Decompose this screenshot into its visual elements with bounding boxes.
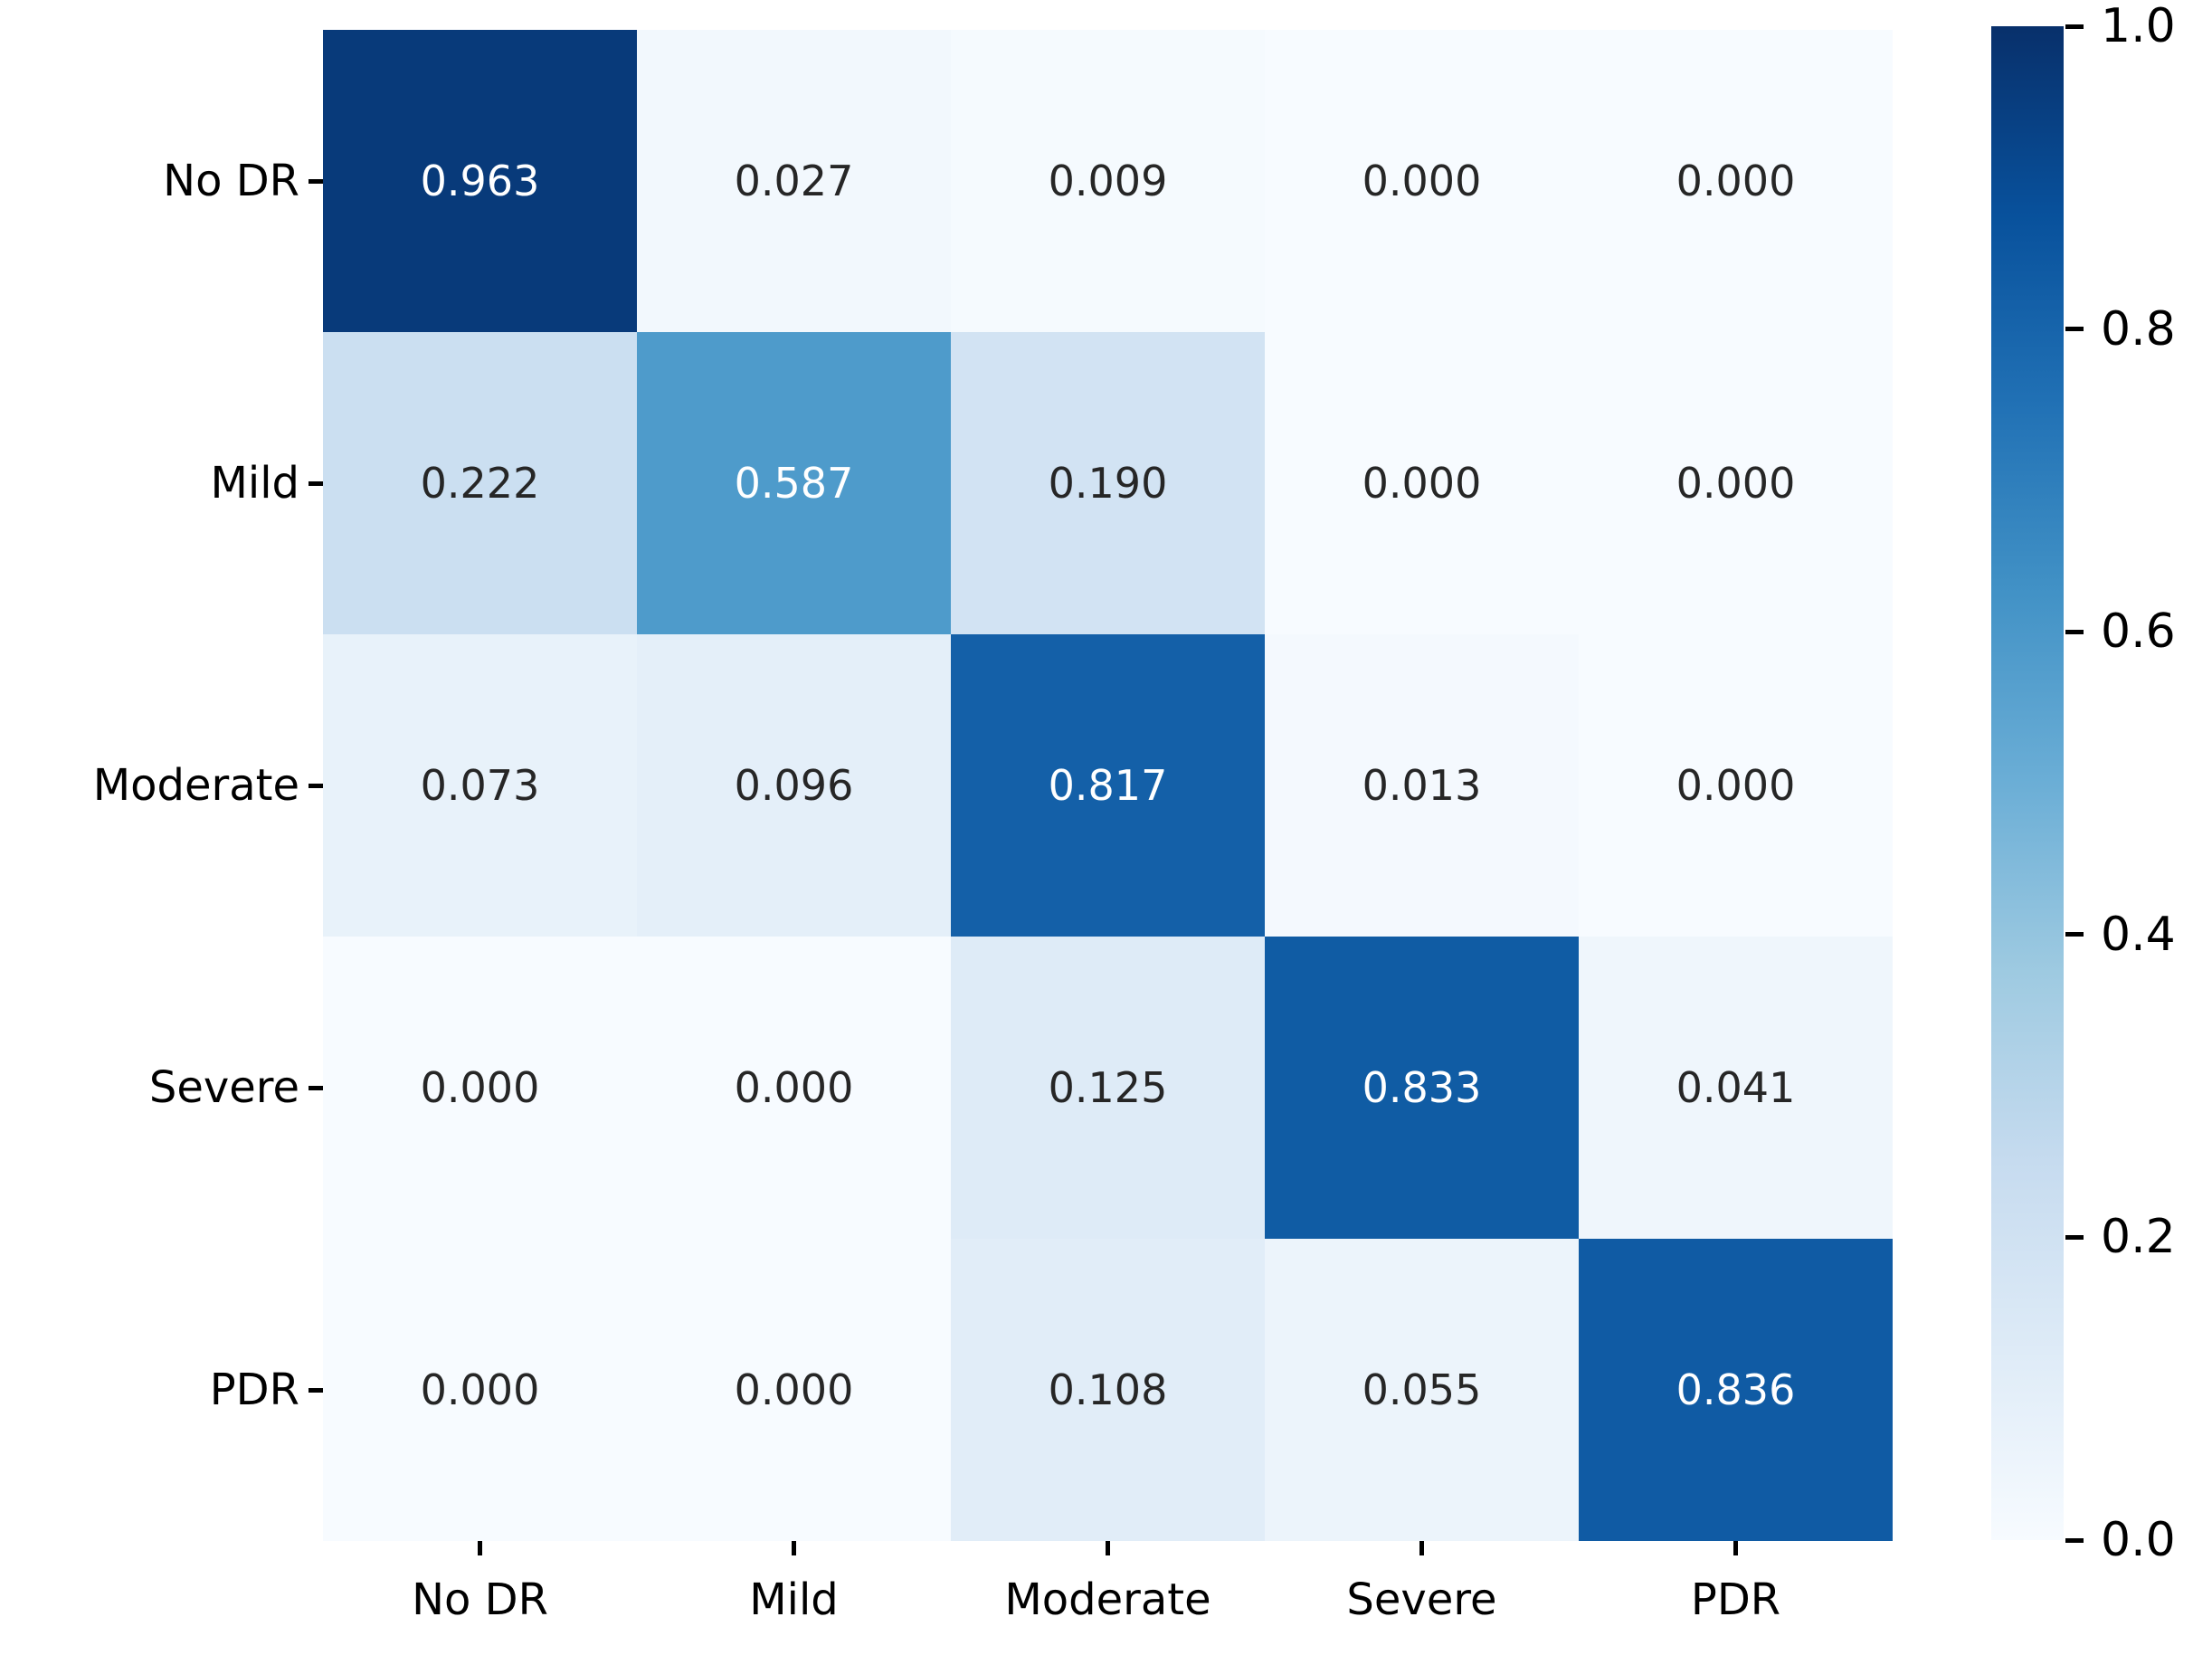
heatmap-cell: 0.108 <box>951 1239 1265 1541</box>
heatmap-cell: 0.027 <box>637 30 951 332</box>
heatmap-cell: 0.000 <box>323 1239 637 1541</box>
colorbar-tick-label: 0.0 <box>2101 1513 2176 1567</box>
colorbar-tick-label: 0.4 <box>2101 907 2176 962</box>
x-axis-label: No DR <box>412 1574 548 1625</box>
x-axis-label: PDR <box>1690 1574 1781 1625</box>
heatmap-cell: 0.000 <box>1579 30 1893 332</box>
heatmap-cell: 0.000 <box>1579 634 1893 937</box>
y-axis-tick <box>309 178 323 184</box>
heatmap-cell: 0.000 <box>323 937 637 1239</box>
heatmap-cell: 0.125 <box>951 937 1265 1239</box>
y-axis-tick <box>309 1387 323 1393</box>
colorbar-tick-label: 0.2 <box>2101 1210 2176 1265</box>
x-axis-tick <box>1733 1541 1738 1555</box>
heatmap-cell: 0.190 <box>951 332 1265 634</box>
x-axis-label: Mild <box>749 1574 839 1625</box>
heatmap-cell: 0.836 <box>1579 1239 1893 1541</box>
heatmap-cell: 0.041 <box>1579 937 1893 1239</box>
y-axis-tick <box>309 1085 323 1090</box>
heatmap-cell: 0.000 <box>1265 332 1579 634</box>
heatmap-cell: 0.963 <box>323 30 637 332</box>
heatmap-cell: 0.222 <box>323 332 637 634</box>
y-axis-label: PDR <box>209 1365 299 1415</box>
heatmap-cell: 0.055 <box>1265 1239 1579 1541</box>
heatmap-cell: 0.000 <box>637 1239 951 1541</box>
colorbar-tick-label: 0.6 <box>2101 604 2176 660</box>
x-axis-tick <box>1106 1541 1110 1555</box>
y-axis-label: Mild <box>210 458 299 509</box>
heatmap-cell: 0.817 <box>951 634 1265 937</box>
heatmap-cell: 0.000 <box>637 937 951 1239</box>
x-axis-tick <box>478 1541 482 1555</box>
heatmap-cell: 0.833 <box>1265 937 1579 1239</box>
x-axis-tick <box>792 1541 796 1555</box>
y-axis-tick <box>309 783 323 788</box>
colorbar-tick <box>2065 24 2084 29</box>
y-axis-tick <box>309 480 323 486</box>
heatmap-cell: 0.000 <box>1579 332 1893 634</box>
colorbar-tick <box>2065 1234 2084 1240</box>
colorbar <box>1991 26 2064 1540</box>
heatmap-cell: 0.587 <box>637 332 951 634</box>
y-axis-label: Severe <box>148 1062 299 1113</box>
colorbar-tick <box>2065 629 2084 634</box>
x-axis-label: Severe <box>1346 1574 1497 1625</box>
colorbar-tick <box>2065 932 2084 937</box>
x-axis-tick <box>1419 1541 1424 1555</box>
y-axis-label: Moderate <box>92 760 299 811</box>
heatmap-cell: 0.096 <box>637 634 951 937</box>
heatmap-cell: 0.013 <box>1265 634 1579 937</box>
heatmap-cell: 0.000 <box>1265 30 1579 332</box>
x-axis-label: Moderate <box>1004 1574 1211 1625</box>
heatmap-cell: 0.009 <box>951 30 1265 332</box>
heatmap-cell: 0.073 <box>323 634 637 937</box>
y-axis-label: No DR <box>163 156 299 206</box>
colorbar-tick <box>2065 1537 2084 1543</box>
heatmap-grid: 0.963 0.027 0.009 0.000 0.000 0.222 0.587 0.190… <box>323 30 1893 1541</box>
colorbar-tick-label: 1.0 <box>2101 0 2176 53</box>
colorbar-tick <box>2065 327 2084 332</box>
colorbar-tick-label: 0.8 <box>2101 301 2176 357</box>
